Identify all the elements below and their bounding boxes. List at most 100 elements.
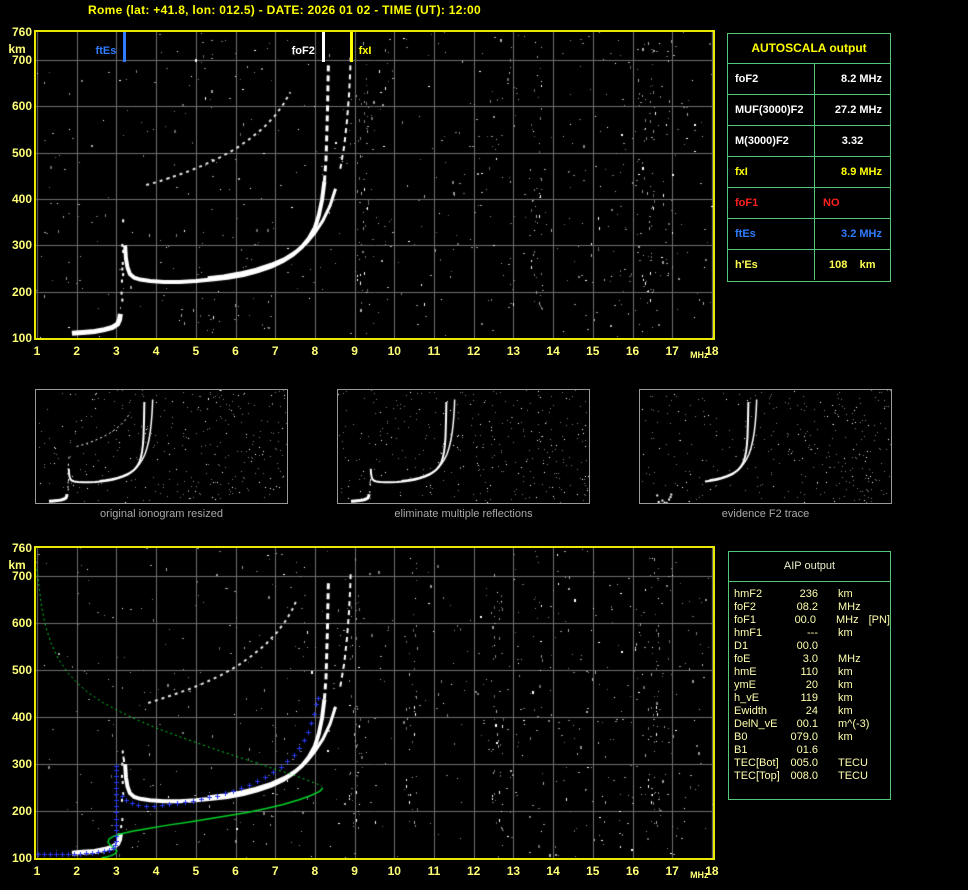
- aip-label: hmF1: [734, 627, 763, 639]
- bottom-x-tick-label: 11: [427, 864, 441, 878]
- aip-row-hmf2: hmF2 236 km: [729, 588, 890, 601]
- thumbnail-caption-original: original ionogram resized: [100, 508, 223, 520]
- top-x-tick-label: 10: [387, 344, 401, 358]
- autoscala-row-muf3000f2: MUF(3000)F2 27.2 MHz: [728, 95, 890, 126]
- autoscala-row-label: foF2: [728, 64, 815, 94]
- aip-label: foE: [734, 653, 751, 665]
- top-y-tick-label: 300: [11, 238, 32, 253]
- aip-unit: TECU: [838, 757, 868, 769]
- aip-row-tectop: TEC[Top] 008.0 TECU: [729, 770, 890, 783]
- bottom-y-tick-label: 500: [11, 663, 32, 678]
- aip-unit: km: [838, 588, 853, 600]
- top-y-tick-label: 100: [11, 331, 32, 345]
- bottom-x-tick-label: 17: [665, 864, 679, 878]
- autoscala-row-value: 27.2 MHz: [834, 104, 882, 116]
- top-x-tick-label: 15: [586, 344, 600, 358]
- aip-value: 079.0: [790, 731, 818, 743]
- aip-row-fof1: foF1 00.0 MHz [PN]: [729, 614, 890, 627]
- autoscala-output-table: AUTOSCALA output foF2 8.2 MHz MUF(3000)F2 2…: [727, 33, 891, 282]
- aip-row-ewidth: Ewidth 24 km: [729, 705, 890, 718]
- aip-value: 20: [805, 679, 818, 691]
- aip-label: foF2: [734, 601, 757, 613]
- top-x-tick-label: 5: [192, 344, 200, 358]
- bottom-y-tick-label: 760: [11, 541, 32, 555]
- thumbnail-eliminate-reflections: [337, 389, 590, 504]
- aip-unit: km: [838, 679, 853, 691]
- top-y-tick-label: 200: [11, 284, 32, 299]
- aip-row-b0: B0 079.0 km: [729, 731, 890, 744]
- top-x-tick-label: 3: [113, 344, 120, 358]
- aip-unit: MHz: [838, 653, 861, 665]
- autoscala-row-value: 8.9 MHz: [841, 166, 882, 178]
- bottom-x-tick-label: 18: [705, 864, 719, 878]
- ionogram-canvas-top: [36, 32, 713, 338]
- autoscala-row-label: h'Es: [728, 250, 815, 280]
- aip-value: 005.0: [790, 757, 818, 769]
- autoscala-row-hes: h'Es 108 km: [728, 250, 890, 280]
- bottom-x-tick-label: 9: [351, 864, 358, 878]
- aip-row-fof2: foF2 08.2 MHz: [729, 601, 890, 614]
- bottom-y-axis-unit-label: km: [8, 558, 26, 572]
- aip-unit: TECU: [838, 770, 868, 782]
- bottom-x-tick-label: 10: [387, 864, 401, 878]
- autoscala-row-value: NO: [823, 197, 840, 209]
- autoscala-row-label: ftEs: [728, 219, 815, 249]
- aip-row-d1: D1 00.0: [729, 640, 890, 653]
- bottom-y-tick-label: 300: [11, 757, 32, 772]
- aip-label: D1: [734, 640, 749, 652]
- aip-row-hme: hmE 110 km: [729, 666, 890, 679]
- aip-value: 00.0: [796, 640, 818, 652]
- bottom-x-tick-label: 13: [506, 864, 521, 878]
- top-x-tick-label: 2: [73, 344, 81, 358]
- bottom-x-tick-label: 5: [192, 864, 200, 878]
- thumbnail-evidence-f2: [639, 389, 892, 504]
- aip-output-table: AIP output hmF2 236 km foF2 08.2 MHz foF1 00.0 M…: [728, 551, 891, 800]
- aip-label: ymE: [734, 679, 756, 691]
- bottom-x-tick-label: 2: [73, 864, 81, 878]
- marker-fof2-label: foF2: [291, 45, 315, 57]
- aip-row-b1: B1 01.6: [729, 744, 890, 757]
- autoscala-row-label: foF1: [728, 188, 815, 218]
- autoscala-row-value: 8.2 MHz: [841, 73, 882, 85]
- marker-ftes-label: ftEs: [95, 45, 117, 57]
- top-y-tick-label: 760: [11, 25, 32, 39]
- bottom-x-tick-label: 12: [467, 864, 481, 878]
- aip-label: B0: [734, 731, 748, 743]
- top-y-tick-label: 700: [11, 52, 32, 67]
- aip-value: ---: [807, 627, 818, 639]
- aip-row-hmf1: hmF1 --- km: [729, 627, 890, 640]
- aip-value: 01.6: [796, 744, 818, 756]
- bottom-x-tick-label: 3: [113, 864, 120, 878]
- bottom-x-tick-label: 4: [152, 864, 160, 878]
- top-x-tick-label: 9: [351, 344, 358, 358]
- top-x-tick-label: 12: [467, 344, 481, 358]
- bottom-x-tick-label: 15: [586, 864, 600, 878]
- top-x-tick-label: 8: [311, 344, 319, 358]
- top-x-tick-label: 4: [152, 344, 160, 358]
- bottom-x-tick-label: 1: [33, 864, 41, 878]
- autoscala-row-m3000f2: M(3000)F2 3.32: [728, 126, 890, 157]
- autoscala-row-label: M(3000)F2: [728, 126, 815, 156]
- thumbnail-caption-evidence: evidence F2 trace: [721, 508, 810, 520]
- aip-unit: km: [838, 731, 853, 743]
- aip-label: hmF2: [734, 588, 763, 600]
- autoscala-row-fxi: fxI 8.9 MHz: [728, 157, 890, 188]
- autoscala-table-rows: foF2 8.2 MHz MUF(3000)F2 27.2 MHz M(3000)F2 3…: [728, 64, 890, 280]
- bottom-x-tick-label: 8: [311, 864, 319, 878]
- marker-fxi-label: fxI: [358, 45, 372, 57]
- thumbnail-original-ionogram: [35, 389, 288, 504]
- bottom-y-tick-label: 700: [11, 569, 32, 584]
- top-x-tick-label: 17: [665, 344, 679, 358]
- autoscala-row-label: fxI: [728, 157, 815, 187]
- ionogram-canvas-bottom: [36, 548, 713, 858]
- top-y-tick-label: 400: [11, 191, 32, 206]
- aip-label: Ewidth: [734, 705, 768, 717]
- aip-row-foe: foE 3.0 MHz: [729, 653, 890, 666]
- ionogram-plot-top: [34, 30, 715, 340]
- marker-ftes-line: [123, 32, 127, 62]
- bottom-y-tick-label: 400: [11, 710, 32, 725]
- top-y-tick-label: 600: [11, 99, 32, 114]
- aip-unit: m^(-3): [838, 718, 870, 730]
- aip-unit: MHz: [838, 601, 861, 613]
- aip-label: B1: [734, 744, 748, 756]
